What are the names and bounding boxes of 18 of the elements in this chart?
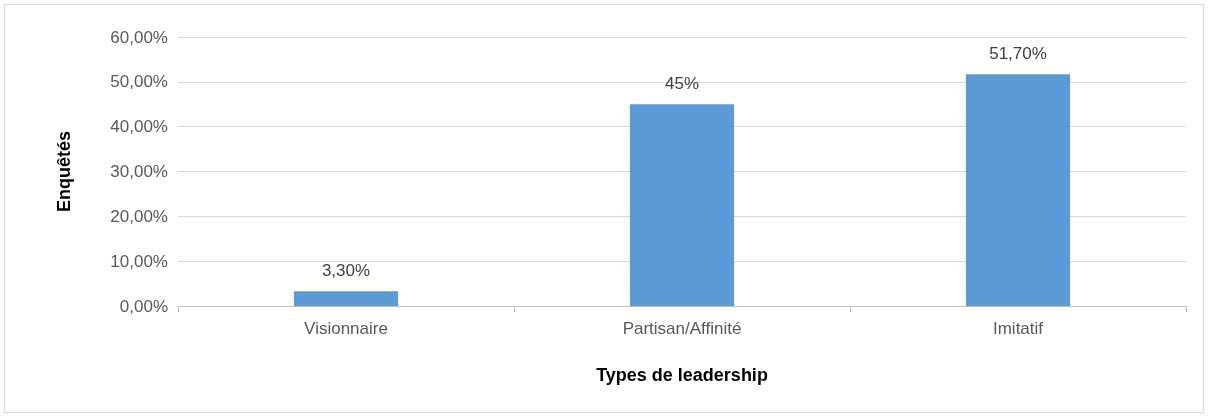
data-label: 3,30% [321,261,371,281]
bar [965,74,1071,306]
bar [629,104,735,306]
y-tick-label: 40,00% [110,117,168,137]
y-tick-label: 60,00% [110,27,168,47]
y-tick-label: 20,00% [110,206,168,226]
x-axis-title: Types de leadership [596,365,768,385]
bar [293,291,399,306]
y-axis-title: Enquêtés [54,130,74,213]
y-tick-label: 50,00% [110,72,168,92]
y-tick-label: 10,00% [110,251,168,271]
data-label: 45% [664,74,700,94]
x-tick-label: Partisan/Affinité [622,319,742,338]
y-tick-label: 30,00% [110,162,168,181]
x-tick-label: Imitatif [992,319,1044,338]
data-label: 51,70% [989,44,1047,64]
x-tick-label: Visionnaire [304,319,388,338]
y-tick-label: 0,00% [119,296,168,316]
